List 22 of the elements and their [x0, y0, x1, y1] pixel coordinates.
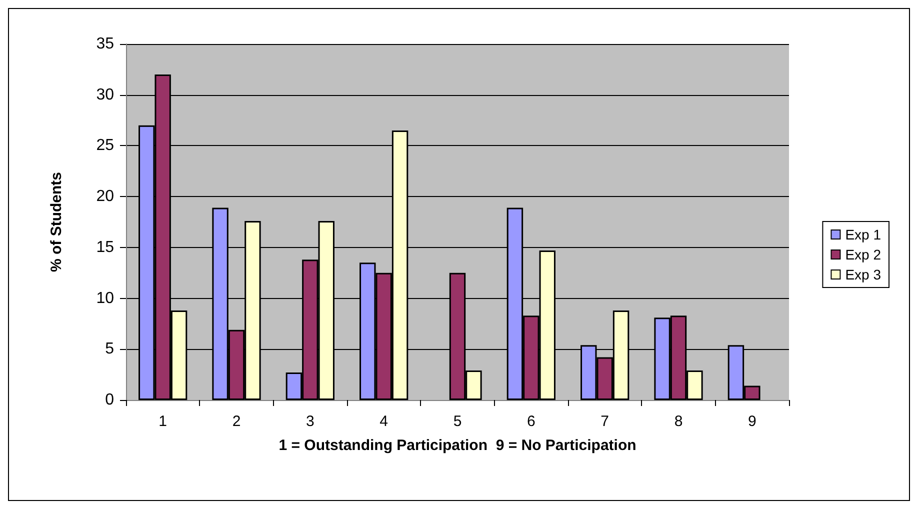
x-tick-label: 9 — [748, 413, 756, 430]
x-tick-label: 5 — [453, 413, 462, 430]
y-tick-label: 35 — [96, 36, 114, 52]
x-tick-label: 4 — [380, 413, 388, 430]
legend-label: Exp 1 — [845, 226, 882, 242]
x-axis-title: 1 = Outstanding Participation 9 = No Participation — [278, 437, 636, 454]
x-tick-label: 6 — [526, 413, 536, 430]
x-tick-label: 1 — [158, 413, 168, 430]
x-tick-label: 8 — [674, 413, 683, 430]
legend-label: Exp 3 — [845, 266, 882, 282]
x-tick-label: 7 — [600, 413, 610, 430]
y-tick-label: 30 — [96, 86, 114, 104]
y-tick-label: 0 — [105, 392, 114, 408]
x-tick-label: 2 — [232, 413, 241, 430]
y-tick-label: 15 — [96, 238, 114, 256]
y-tick-label: 20 — [96, 188, 114, 206]
x-tick-label: 3 — [306, 413, 314, 430]
y-axis-title: % of Students — [48, 172, 65, 272]
y-tick-label: 10 — [96, 290, 114, 307]
legend-label: Exp 2 — [845, 246, 882, 262]
y-tick-label: 25 — [96, 137, 114, 154]
y-tick-label: 5 — [105, 340, 114, 358]
